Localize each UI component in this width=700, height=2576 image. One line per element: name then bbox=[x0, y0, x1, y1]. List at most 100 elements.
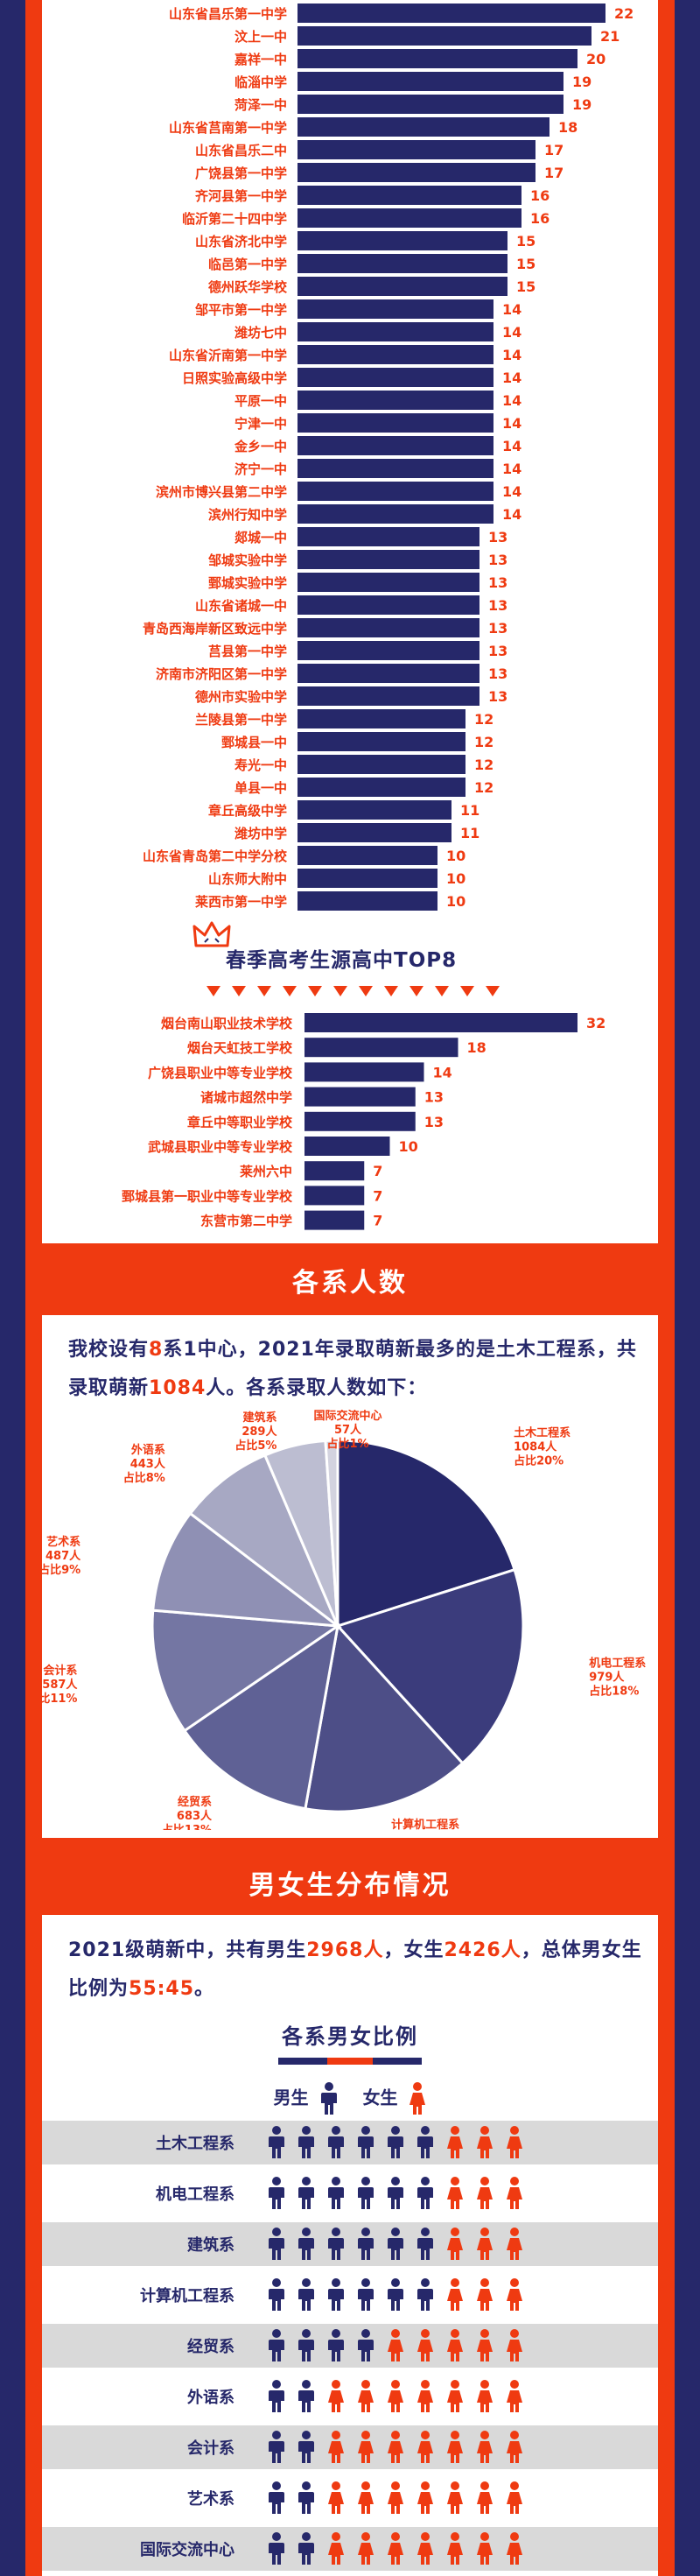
male-figure bbox=[269, 2431, 284, 2463]
bar-label: 潍坊七中 bbox=[234, 325, 287, 341]
bar-value: 14 bbox=[502, 483, 522, 500]
bar-label: 滨州行知中学 bbox=[208, 507, 287, 523]
bar-value: 14 bbox=[502, 392, 522, 409]
bar bbox=[298, 4, 606, 23]
male-figure bbox=[388, 2228, 403, 2260]
female-figure bbox=[447, 2380, 463, 2412]
male-figure bbox=[358, 2228, 374, 2260]
bar-value: 18 bbox=[467, 1039, 486, 1056]
male-figure bbox=[417, 2126, 433, 2158]
bar-value: 12 bbox=[474, 779, 494, 796]
bar bbox=[304, 1137, 390, 1156]
bar bbox=[298, 95, 564, 114]
bar-label: 临淄中学 bbox=[234, 74, 287, 90]
bar bbox=[304, 1038, 458, 1058]
bar-value: 10 bbox=[446, 848, 466, 864]
female-figure bbox=[417, 2431, 433, 2463]
bar-value: 20 bbox=[586, 51, 606, 67]
male-figure bbox=[298, 2177, 314, 2209]
female-figure bbox=[507, 2228, 522, 2260]
row-label: 外语系 bbox=[187, 2388, 234, 2407]
female-figure bbox=[507, 2177, 522, 2209]
divider-triangle bbox=[384, 986, 398, 996]
bar bbox=[298, 345, 494, 364]
bar-value: 13 bbox=[424, 1089, 444, 1106]
bar-label: 莱州六中 bbox=[240, 1164, 292, 1179]
female-figure bbox=[417, 2380, 433, 2412]
bar-value: 15 bbox=[516, 233, 536, 250]
female-figure bbox=[388, 2329, 403, 2361]
bar bbox=[298, 413, 494, 433]
bar bbox=[298, 117, 550, 137]
male-figure bbox=[298, 2126, 314, 2158]
bar bbox=[304, 1062, 424, 1082]
bar-value: 11 bbox=[460, 825, 480, 841]
bar-label: 潍坊中学 bbox=[234, 826, 287, 841]
row-stripe bbox=[42, 2121, 658, 2164]
pie-label: 外语系 443人占比8% bbox=[123, 1443, 166, 1485]
bar-value: 14 bbox=[502, 370, 522, 386]
divider-triangle bbox=[435, 986, 449, 996]
bar-value: 32 bbox=[586, 1015, 606, 1031]
departments-intro: 我校设有8系1中心，2021年录取萌新最多的是土木工程系，共录取萌新1084人。… bbox=[68, 1339, 637, 1399]
bar-value: 19 bbox=[572, 96, 592, 113]
bar-label: 烟台天虹技工学校 bbox=[187, 1040, 293, 1056]
bar-value: 11 bbox=[460, 802, 480, 819]
female-figure bbox=[477, 2380, 493, 2412]
bar-label: 山东省莒南第一中学 bbox=[169, 120, 287, 136]
bar-value: 13 bbox=[488, 597, 508, 614]
female-figure bbox=[477, 2532, 493, 2565]
female-figure bbox=[447, 2126, 463, 2158]
male-figure bbox=[328, 2126, 344, 2158]
male-figure bbox=[328, 2228, 344, 2260]
bar bbox=[298, 140, 536, 159]
bar-label: 武城县职业中等专业学校 bbox=[148, 1139, 293, 1155]
bar bbox=[304, 1013, 578, 1032]
pie-slice bbox=[335, 1567, 525, 1765]
row-label: 会计系 bbox=[187, 2439, 234, 2458]
female-figure bbox=[388, 2532, 403, 2565]
bar bbox=[298, 618, 480, 637]
female-figure bbox=[447, 2532, 463, 2565]
female-figure bbox=[447, 2278, 463, 2311]
bar-value: 13 bbox=[488, 643, 508, 659]
bar bbox=[298, 778, 466, 797]
bar-label: 鄄城县第一职业中等专业学校 bbox=[122, 1188, 293, 1204]
bar-label: 郯城一中 bbox=[234, 530, 287, 545]
female-figure bbox=[358, 2380, 374, 2412]
male-figure bbox=[388, 2177, 403, 2209]
bar-label: 齐河县第一中学 bbox=[195, 188, 287, 204]
female-figure bbox=[358, 2532, 374, 2565]
row-stripe bbox=[42, 2527, 658, 2571]
bar bbox=[298, 254, 508, 273]
spring-exam-title: 春季高考生源高中TOP8 bbox=[226, 949, 458, 972]
female-figure bbox=[507, 2380, 522, 2412]
bar bbox=[298, 800, 452, 820]
bar-value: 21 bbox=[600, 28, 620, 45]
divider-triangle bbox=[410, 986, 424, 996]
bar-value: 17 bbox=[544, 165, 564, 181]
bar-label: 济宁一中 bbox=[234, 461, 287, 477]
female-figure bbox=[328, 2380, 344, 2412]
female-figure bbox=[358, 2431, 374, 2463]
bar-value: 13 bbox=[488, 665, 508, 682]
bar-label: 东营市第二中学 bbox=[200, 1214, 292, 1229]
bar-label: 临沂第二十四中学 bbox=[182, 211, 287, 227]
male-icon bbox=[320, 2082, 337, 2115]
bar-label: 日照实验高级中学 bbox=[182, 370, 287, 386]
female-figure bbox=[477, 2431, 493, 2463]
bar-value: 13 bbox=[488, 688, 508, 705]
bar-label: 寿光一中 bbox=[234, 757, 287, 773]
bar bbox=[304, 1087, 416, 1107]
bar bbox=[298, 72, 564, 91]
row-label: 土木工程系 bbox=[156, 2134, 234, 2153]
legend-male-label: 男生 bbox=[273, 2087, 309, 2108]
row-stripe bbox=[42, 2324, 658, 2368]
triangle-divider bbox=[206, 986, 500, 996]
bar-value: 7 bbox=[373, 1213, 382, 1229]
bar-label: 兰陵县第一中学 bbox=[195, 712, 287, 728]
female-figure bbox=[388, 2380, 403, 2412]
male-figure bbox=[298, 2329, 314, 2361]
bar-value: 10 bbox=[399, 1138, 418, 1155]
bar-label: 莱西市第一中学 bbox=[195, 894, 287, 910]
